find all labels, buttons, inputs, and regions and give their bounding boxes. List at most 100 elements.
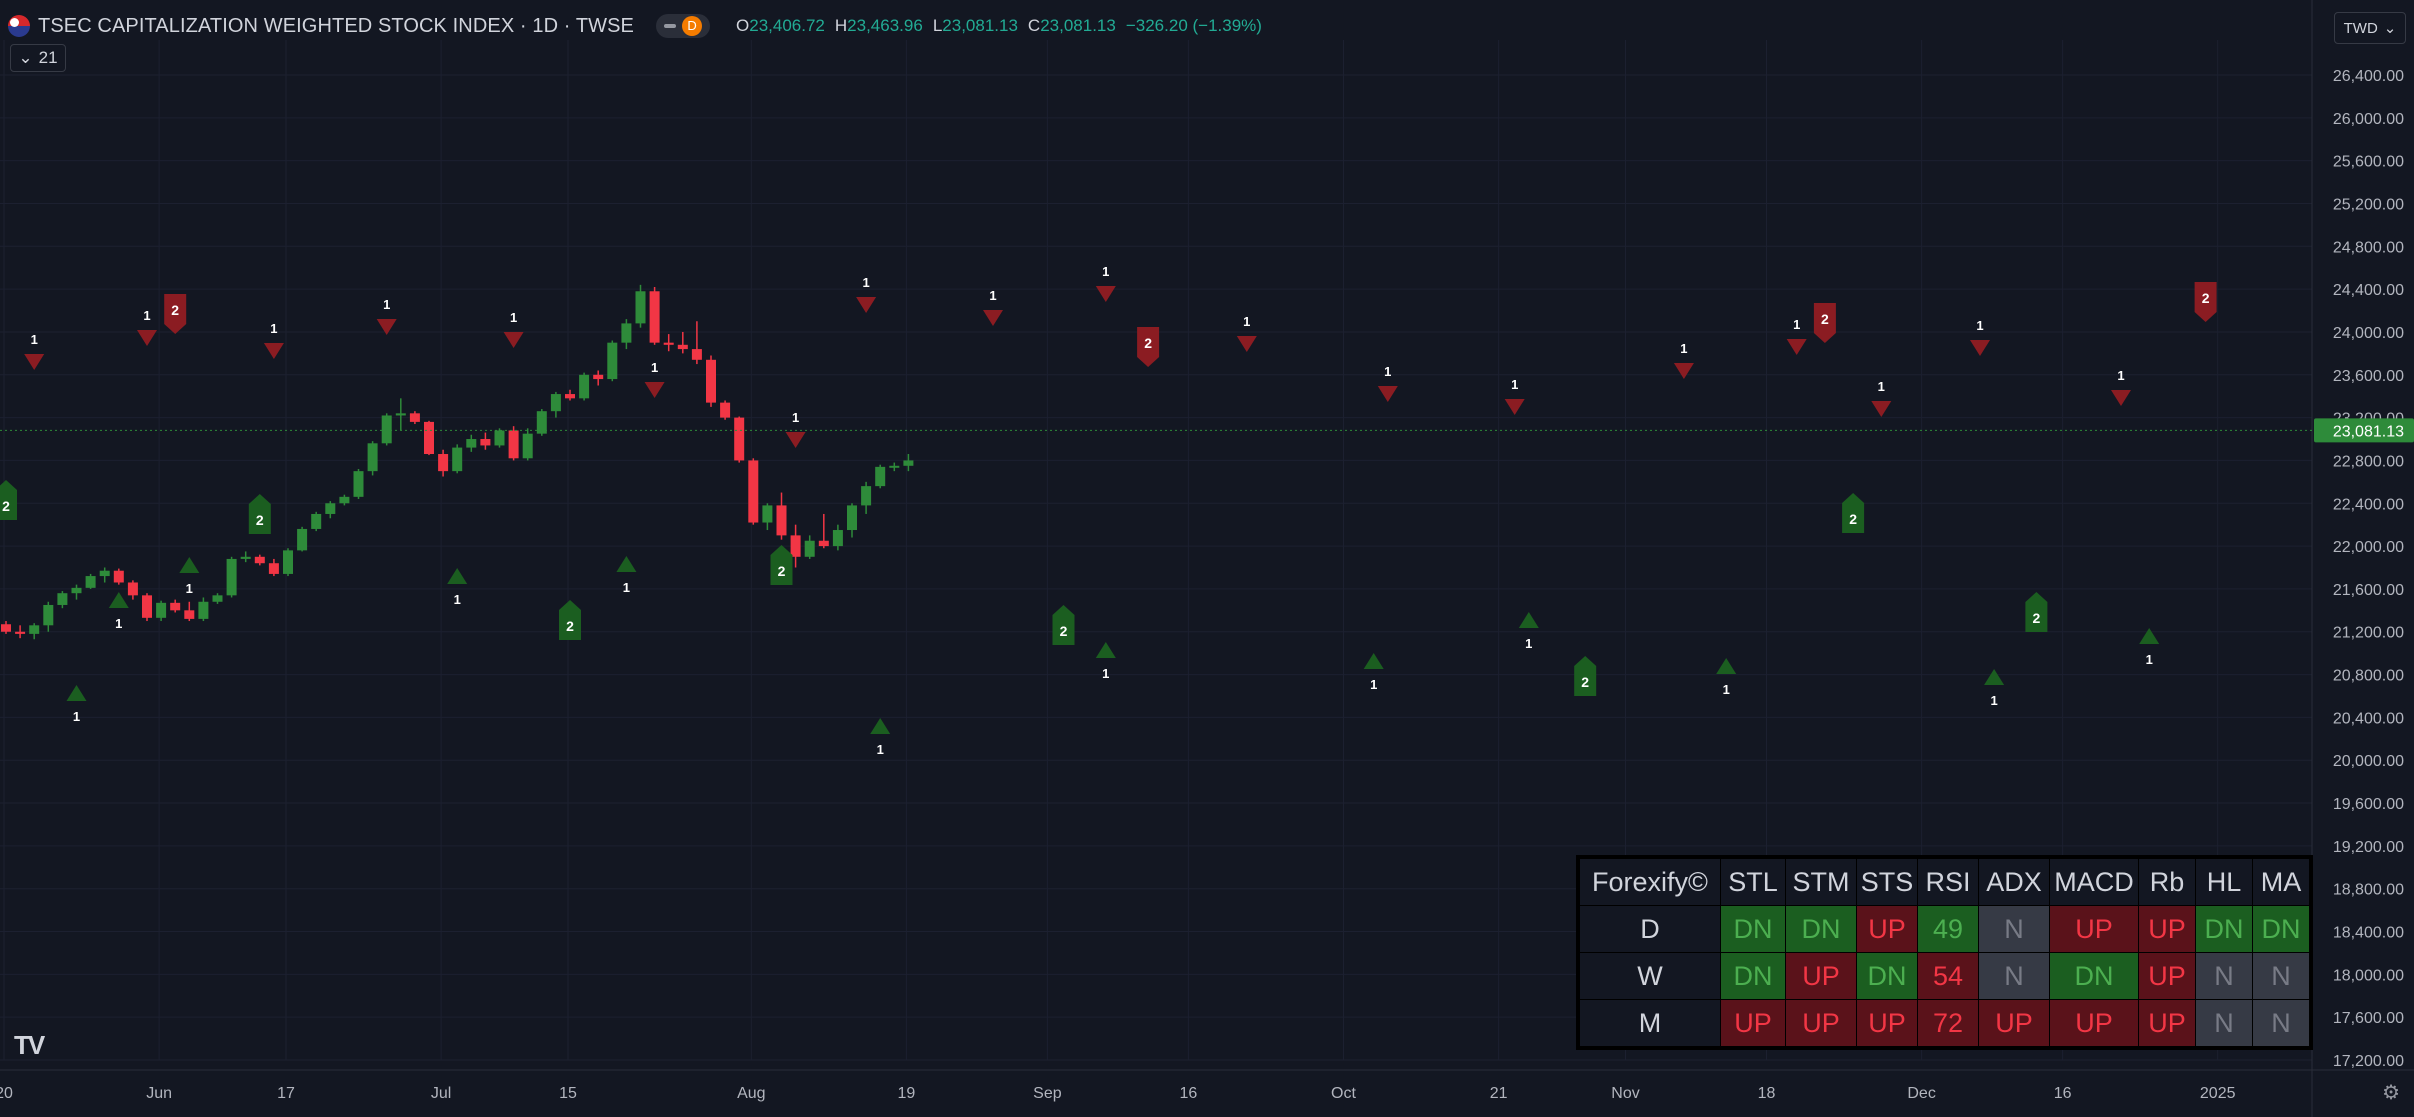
change-value: −326.20 (−1.39%) [1125, 16, 1262, 35]
flag-down-icon [164, 294, 187, 334]
gear-icon[interactable]: ⚙ [2382, 1082, 2400, 1104]
candle-body [311, 513, 322, 529]
y-tick-label: 18,000.00 [2333, 967, 2404, 984]
candle-body [635, 291, 646, 324]
candle-body [522, 433, 533, 459]
flag-up-icon [770, 545, 793, 585]
candle-body [847, 505, 857, 531]
open-value: 23,406.72 [749, 16, 825, 35]
forexify-row-m: M UP UP UP 72 UP UP UP N N [1577, 999, 2312, 1049]
signal-label: 1 [2146, 652, 2153, 667]
indicators-collapse-button[interactable]: ⌄ 21 [10, 44, 66, 72]
flag-down-icon [2194, 282, 2217, 322]
chevron-down-icon: ⌄ [2383, 20, 2397, 37]
down-arrow-icon [376, 319, 397, 335]
sell-signal-arrow: 1 [644, 360, 665, 398]
x-tick-label: 20 [0, 1085, 13, 1102]
flag-down-icon [1137, 327, 1160, 367]
down-arrow-icon [785, 432, 806, 448]
buy-signal-arrow: 1 [2139, 628, 2160, 667]
x-tick-label: 15 [559, 1085, 577, 1102]
y-tick-label: 26,000.00 [2333, 111, 2404, 128]
currency-label: TWD [2343, 19, 2378, 37]
low-label: L [932, 16, 943, 35]
candle-body [29, 625, 40, 634]
candle-body [297, 528, 308, 551]
down-arrow-icon [1871, 401, 1892, 417]
signal-cell-stl: UP [1720, 999, 1786, 1049]
col-header: STL [1720, 856, 1786, 906]
y-tick-label: 17,200.00 [2333, 1053, 2404, 1070]
signal-label: 2 [1849, 511, 1857, 527]
down-arrow-icon [1970, 340, 1990, 356]
buy-signal-flag: 2 [1842, 493, 1865, 533]
signal-label: 1 [1102, 666, 1109, 681]
candle-body [99, 570, 110, 577]
buy-signal-arrow: 1 [870, 718, 891, 757]
candle-body [198, 601, 209, 619]
symbol-title[interactable]: TSEC CAPITALIZATION WEIGHTED STOCK INDEX… [38, 14, 635, 37]
col-header: HL [2195, 856, 2253, 906]
y-tick-label: 24,800.00 [2333, 239, 2404, 256]
y-tick-label: 18,800.00 [2333, 882, 2404, 899]
x-tick-label: 2025 [2200, 1085, 2236, 1102]
y-tick-label: 20,400.00 [2333, 710, 2404, 727]
signal-cell-adx: UP [1978, 999, 2050, 1049]
sell-signal-arrow: 1 [1095, 264, 1116, 302]
candle-body [339, 496, 350, 504]
up-arrow-icon [1984, 669, 2005, 685]
last-price-label: 23,081.13 [2333, 423, 2404, 440]
tradingview-logo-icon[interactable]: TV [14, 1030, 45, 1060]
sell-signal-arrow: 1 [856, 275, 877, 313]
currency-selector[interactable]: TWD ⌄ [2334, 12, 2406, 44]
signal-cell-macd: DN [2049, 952, 2139, 1000]
high-value: 23,463.96 [847, 16, 923, 35]
candle-body [621, 323, 632, 343]
signal-label: 1 [989, 288, 996, 303]
candle-body [43, 604, 54, 626]
down-arrow-icon [644, 382, 665, 398]
signal-label: 1 [1525, 636, 1532, 651]
up-arrow-icon [870, 718, 891, 734]
candle-body [818, 540, 829, 547]
signal-cell-ma: DN [2252, 905, 2312, 953]
buy-signal-arrow: 1 [1363, 653, 1384, 692]
signal-label: 2 [566, 618, 574, 634]
forexify-brand: Forexify© [1577, 856, 1721, 906]
signal-cell-rsi: 49 [1917, 905, 1979, 953]
signal-label: 1 [1723, 682, 1730, 697]
y-tick-label: 17,600.00 [2333, 1010, 2404, 1027]
candle-body [254, 556, 265, 564]
close-label: C [1027, 16, 1041, 35]
signal-label: 1 [1976, 318, 1983, 333]
y-tick-label: 20,000.00 [2333, 753, 2404, 770]
signal-label: 2 [2202, 290, 2210, 306]
signal-label: 1 [623, 580, 630, 595]
col-header: ADX [1978, 856, 2050, 906]
signal-label: 1 [1102, 264, 1109, 279]
down-arrow-icon [1504, 399, 1525, 415]
candle-body [734, 417, 745, 461]
x-tick-label: 17 [277, 1085, 295, 1102]
forexify-table: Forexify© STL STM STS RSI ADX MACD Rb HL… [1576, 855, 2313, 1050]
candle-body [381, 415, 392, 444]
sell-signal-arrow: 1 [263, 321, 284, 359]
signal-label: 1 [862, 275, 869, 290]
up-arrow-icon [66, 685, 87, 701]
x-tick-label: Jul [431, 1085, 451, 1102]
candle-body [57, 593, 68, 605]
buy-signal-flag: 2 [0, 480, 17, 520]
signal-label: 2 [256, 512, 264, 528]
visibility-toggle[interactable]: D [656, 14, 711, 38]
candle-body [565, 394, 575, 399]
up-arrow-icon [447, 568, 468, 584]
y-tick-label: 20,800.00 [2333, 668, 2404, 685]
taiwan-flag-icon [8, 15, 30, 37]
candle-body [550, 394, 561, 412]
candle-body [71, 587, 82, 594]
candle-body [579, 374, 590, 399]
candle-body [607, 342, 618, 380]
col-header: RSI [1917, 856, 1979, 906]
